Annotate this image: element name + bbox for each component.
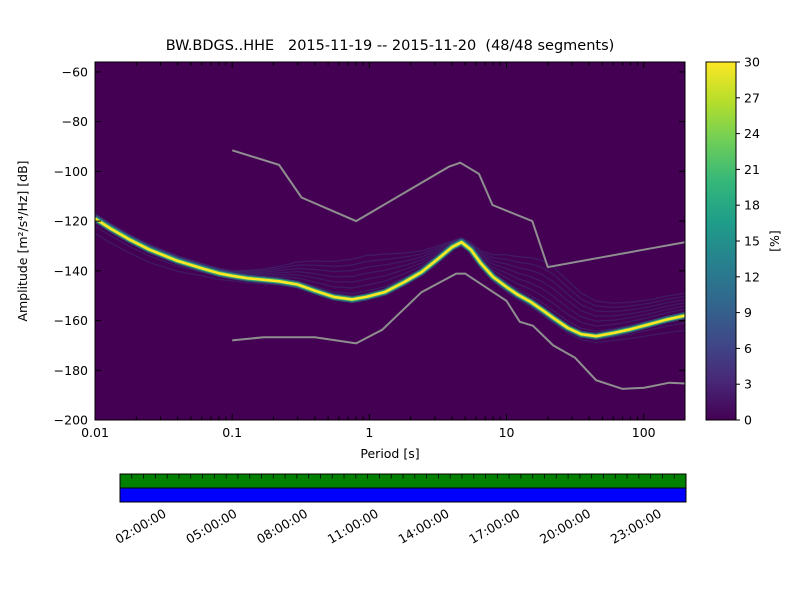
y-tick-label: −140: [54, 263, 88, 278]
spread-line-above: [95, 213, 685, 304]
psd-mode-curve: [95, 217, 685, 338]
spread-line-above: [95, 213, 685, 309]
x-tick-label: 10: [499, 425, 515, 440]
time-tick-label: 14:00:00: [396, 506, 452, 547]
x-axis-label: Period [s]: [360, 446, 419, 461]
availability-timeline: 02:00:00 05:00:00 08:00:00 11:00:00 14:00:00…: [113, 473, 687, 547]
y-tick-label: −160: [54, 313, 88, 328]
colorbar-tick-label: 27: [744, 90, 760, 105]
colorbar-tick-label: 30: [744, 55, 760, 70]
noise-model-low-line: [232, 272, 685, 390]
time-tick-label: 08:00:00: [254, 506, 310, 547]
colorbar-tick-label: 0: [744, 413, 752, 428]
x-tick-label: 0.1: [222, 425, 242, 440]
plot-inner: [95, 149, 685, 390]
x-axis: 0.01 0.1 1 10 100 Period [s]: [81, 62, 656, 461]
time-tick-label: 20:00:00: [537, 506, 593, 547]
y-tick-label: −100: [54, 164, 88, 179]
y-tick-label: −120: [54, 214, 88, 229]
y-tick-label: −80: [62, 114, 88, 129]
colorbar-tick-label: 9: [744, 305, 752, 320]
colorbar: 0 3 6 9 12 15 18 21 24 27 30 [%]: [705, 55, 782, 428]
colorbar-gradient: [706, 62, 736, 420]
time-tick-label: 17:00:00: [466, 506, 522, 547]
y-axis: −200 −180 −160 −140 −120 −100 −80 −60 Amplitude …: [15, 64, 685, 428]
time-tick-label: 05:00:00: [183, 506, 239, 547]
colorbar-tick-label: 15: [744, 234, 760, 249]
axes-frame: [94, 61, 686, 421]
chart-title: BW.BDGS..HHE 2015-11-19 -- 2015-11-20 (4…: [166, 38, 615, 54]
y-tick-label: −60: [62, 64, 88, 79]
x-tick-label: 0.01: [81, 425, 109, 440]
noise-model-high-line: [231, 149, 685, 269]
colorbar-tick-label: 18: [744, 198, 760, 213]
time-tick-label: 02:00:00: [113, 506, 169, 547]
colorbar-label: [%]: [767, 230, 782, 252]
colorbar-tick-label: 24: [744, 126, 760, 141]
x-tick-label: 100: [632, 425, 656, 440]
time-tick-label: 11:00:00: [325, 506, 381, 547]
x-tick-label: 1: [365, 425, 373, 440]
histogram-background: [95, 62, 685, 420]
time-tick-label: 23:00:00: [608, 506, 664, 547]
timeline-blue-bar: [119, 487, 687, 503]
colorbar-tick-label: 12: [744, 269, 760, 284]
y-axis-label: Amplitude [m²/s⁴/Hz] [dB]: [15, 160, 30, 321]
colorbar-tick-label: 6: [744, 341, 752, 356]
y-tick-label: −200: [54, 413, 88, 428]
colorbar-tick-label: 3: [744, 377, 752, 392]
colorbar-tick-label: 21: [744, 162, 760, 177]
y-tick-label: −180: [54, 363, 88, 378]
